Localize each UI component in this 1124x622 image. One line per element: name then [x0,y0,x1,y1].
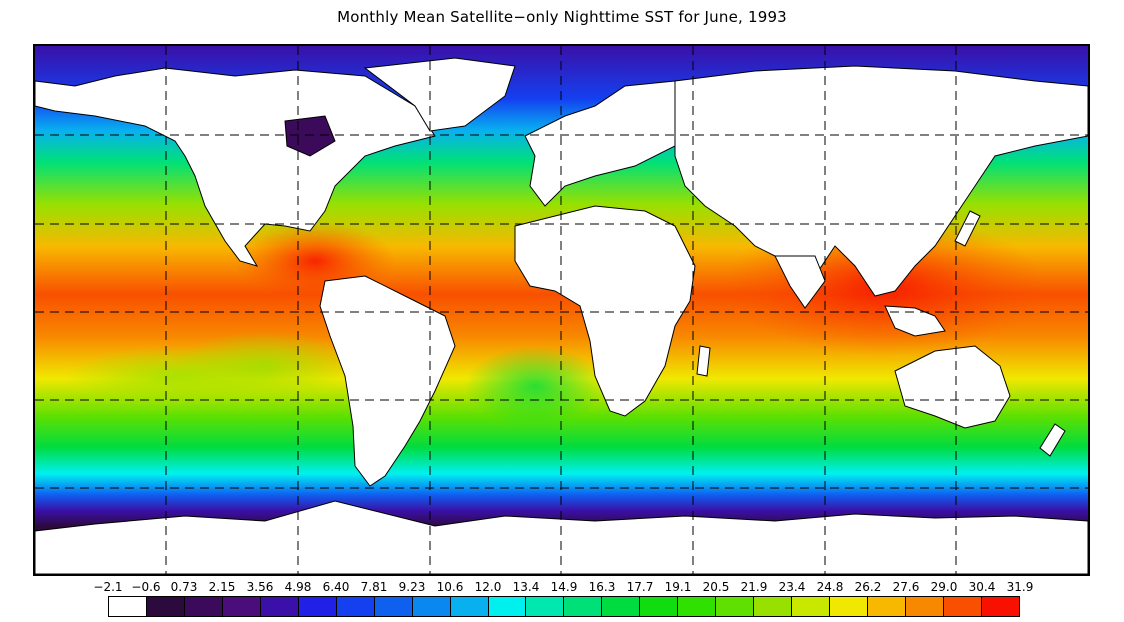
colorbar-tick-label: 31.9 [1006,580,1034,594]
colorbar-swatch [298,597,337,616]
colorbar-tick-label: 26.2 [854,580,882,594]
colorbar-tick-label: 20.5 [702,580,730,594]
colorbar-tick-label: 14.9 [550,580,578,594]
colorbar-tick-label: 7.81 [360,580,388,594]
colorbar-swatch [336,597,375,616]
colorbar-tick-label: 0.73 [170,580,198,594]
australia [894,345,1011,429]
asia [674,65,1088,297]
colorbar-swatch [488,597,527,616]
colorbar-swatch [868,597,907,616]
colorbar-swatch [222,597,261,616]
southeast-asia-islands [884,305,946,337]
colorbar-swatch [412,597,451,616]
colorbar-tick-label: 3.56 [246,580,274,594]
colorbar-swatch [716,597,755,616]
colorbar-tick-label: 23.4 [778,580,806,594]
colorbar-swatch [602,597,641,616]
north-america [35,67,436,267]
colorbar-tick-label: 24.8 [816,580,844,594]
colorbar-swatch [678,597,717,616]
map-title: Monthly Mean Satellite−only Nighttime SS… [337,8,787,26]
new-zealand [1039,423,1066,457]
colorbar-tick-label: 27.6 [892,580,920,594]
colorbar-swatch [526,597,565,616]
colorbar [108,596,1020,617]
colorbar-swatch [981,597,1019,616]
colorbar-swatch [184,597,223,616]
colorbar-swatch [450,597,489,616]
colorbar-swatch [754,597,793,616]
colorbar-labels: −2.1 −0.6 0.73 2.15 3.56 4.98 6.40 7.81 9.23 10.6… [90,580,1050,596]
japan [954,210,981,247]
sst-map [33,44,1090,576]
colorbar-swatch [146,597,185,616]
colorbar-tick-label: 6.40 [322,580,350,594]
colorbar-tick-label: 4.98 [284,580,312,594]
colorbar-tick-label: 29.0 [930,580,958,594]
colorbar-tick-label: 12.0 [474,580,502,594]
colorbar-tick-label: 2.15 [208,580,236,594]
colorbar-swatch [374,597,413,616]
colorbar-swatch [830,597,869,616]
colorbar-tick-label: 17.7 [626,580,654,594]
colorbar-tick-label: 16.3 [588,580,616,594]
colorbar-swatch [792,597,831,616]
greenland [363,57,516,132]
colorbar-tick-label: −0.6 [131,580,161,594]
colorbar-swatch [640,597,679,616]
colorbar-swatch [109,597,147,616]
colorbar-tick-label: 13.4 [512,580,540,594]
colorbar-swatch [564,597,603,616]
colorbar-swatch [943,597,982,616]
colorbar-tick-label: 9.23 [398,580,426,594]
africa [514,205,696,417]
colorbar-tick-label: −2.1 [93,580,123,594]
colorbar-swatch [906,597,944,616]
india [774,255,826,309]
graticule [35,46,1088,574]
colorbar-tick-label: 19.1 [664,580,692,594]
madagascar [696,345,711,377]
colorbar-tick-label: 21.9 [740,580,768,594]
colorbar-swatch [260,597,299,616]
colorbar-tick-label: 30.4 [968,580,996,594]
south-america [319,275,456,487]
colorbar-tick-label: 10.6 [436,580,464,594]
